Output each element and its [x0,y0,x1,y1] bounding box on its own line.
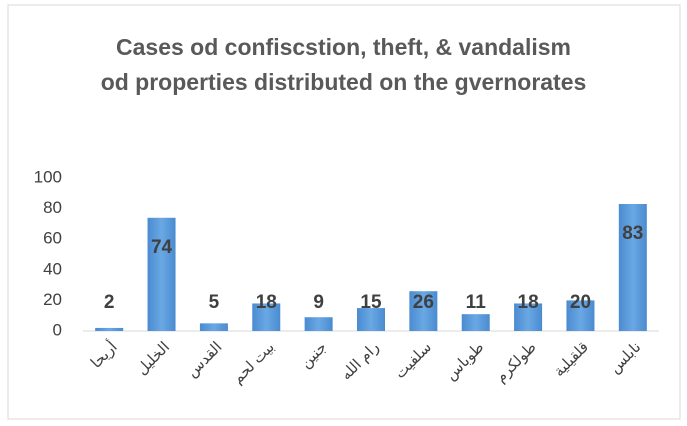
data-label: 9 [313,292,324,313]
bar [618,204,647,331]
data-label: 18 [518,292,539,313]
chart-border [7,4,681,420]
bar [461,314,490,331]
data-label: 18 [256,292,277,313]
bar [514,303,543,331]
data-label: 15 [360,292,382,313]
bar [304,317,333,331]
bar [199,323,228,331]
bar [147,217,176,331]
data-label: 2 [104,292,115,313]
data-label: 74 [151,237,173,258]
bar [252,303,281,331]
data-label: 83 [622,223,643,244]
y-tick-label: 0 [53,320,62,339]
y-tick-label: 80 [43,198,62,217]
bar [409,291,438,331]
data-label: 11 [466,292,487,313]
chart-title: Cases od confiscstion, theft, & vandalis… [100,34,587,95]
y-tick-label: 100 [34,167,62,186]
data-label: 26 [413,292,434,313]
data-label: 5 [209,292,220,313]
y-tick-label: 40 [43,259,62,278]
bar [95,327,124,331]
bar [357,308,385,331]
bar [566,300,595,331]
y-tick-label: 60 [43,229,62,248]
data-label: 20 [570,292,591,313]
y-tick-label: 20 [43,290,62,309]
